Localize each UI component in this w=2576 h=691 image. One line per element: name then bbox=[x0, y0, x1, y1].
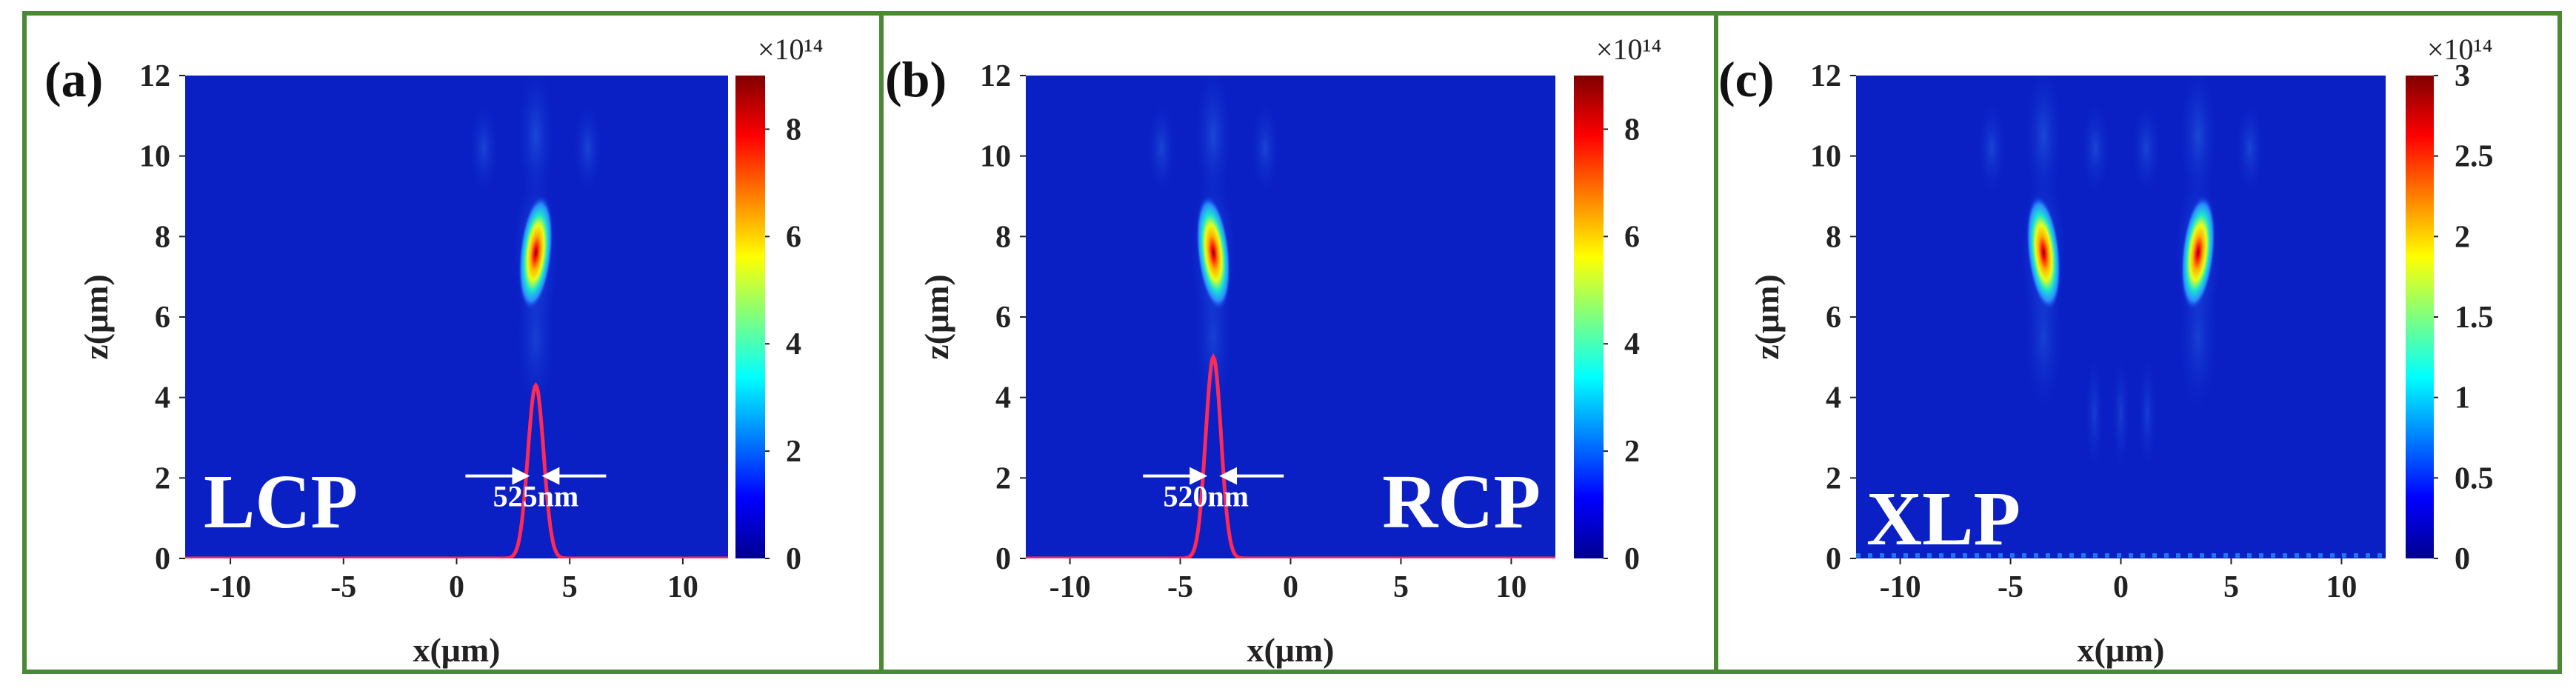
x-tick-label: 10 bbox=[1495, 570, 1526, 604]
panel-letter: (c) bbox=[1718, 51, 1774, 107]
side-lobe bbox=[1975, 96, 2009, 200]
colorbar-tick-label: 4 bbox=[786, 327, 801, 361]
polarization-label: RCP bbox=[1382, 459, 1541, 544]
x-tick-label: 5 bbox=[1393, 570, 1409, 604]
y-tick-label: 2 bbox=[995, 461, 1011, 495]
side-lobe bbox=[2233, 96, 2266, 200]
colorbar-exponent: ×10¹⁴ bbox=[758, 33, 824, 66]
heatmap-background bbox=[1026, 76, 1555, 558]
colorbar-tick-label: 4 bbox=[1624, 327, 1640, 361]
panel-letter: (b) bbox=[885, 51, 947, 107]
x-axis-label: x(μm) bbox=[413, 631, 500, 669]
colorbar-tick-label: 2 bbox=[786, 435, 801, 469]
x-tick-label: -5 bbox=[1167, 570, 1193, 604]
colorbar-exponent: ×10¹⁴ bbox=[2427, 33, 2493, 66]
side-lobe bbox=[467, 96, 501, 200]
y-tick-label: 8 bbox=[995, 220, 1011, 254]
x-axis-label: x(μm) bbox=[2077, 631, 2164, 669]
interference-streak bbox=[2110, 347, 2132, 481]
y-tick-label: 4 bbox=[995, 381, 1011, 415]
x-tick-label: 10 bbox=[2326, 570, 2357, 604]
y-tick-label: 10 bbox=[980, 140, 1011, 174]
polarization-label: LCP bbox=[204, 459, 358, 544]
colorbar-tick-label: 2 bbox=[2455, 220, 2470, 254]
x-tick-label: 0 bbox=[449, 570, 464, 604]
y-tick-label: 8 bbox=[1826, 220, 1841, 254]
y-tick-label: 6 bbox=[1826, 301, 1841, 335]
colorbar-tick-label: 2.5 bbox=[2455, 140, 2494, 174]
y-axis-label: z(μm) bbox=[918, 274, 955, 359]
fwhm-label: 520nm bbox=[1163, 479, 1249, 513]
y-tick-label: 10 bbox=[139, 140, 170, 174]
colorbar-tick-label: 0 bbox=[786, 542, 801, 576]
y-tick-label: 6 bbox=[155, 301, 170, 335]
interference-streak bbox=[2137, 347, 2158, 481]
y-tick-label: 2 bbox=[155, 461, 170, 495]
y-tick-label: 10 bbox=[1810, 140, 1841, 174]
colorbar-tick-label: 8 bbox=[1624, 113, 1640, 147]
side-lobe bbox=[2129, 96, 2163, 200]
x-tick-label: -10 bbox=[1050, 570, 1091, 604]
colorbar bbox=[2406, 76, 2434, 558]
x-tick-label: 10 bbox=[667, 570, 698, 604]
panel-c: XLP (c) -10 -5 0 5 10 0 2 4 6 8 10 12 x(μm) z(μm) 0 0.5 1 1… bbox=[1718, 33, 2494, 669]
y-tick-label: 12 bbox=[980, 59, 1011, 93]
y-axis-label: z(μm) bbox=[1748, 274, 1786, 359]
interference-streak bbox=[2083, 347, 2105, 481]
fwhm-label: 525nm bbox=[493, 479, 579, 513]
x-tick-label: -5 bbox=[330, 570, 356, 604]
colorbar-tick-label: 6 bbox=[786, 220, 801, 254]
colorbar-exponent: ×10¹⁴ bbox=[1596, 33, 1662, 66]
colorbar bbox=[735, 76, 765, 558]
focal-spot bbox=[2026, 195, 2061, 310]
y-tick-label: 12 bbox=[139, 59, 170, 93]
y-tick-label: 4 bbox=[155, 381, 170, 415]
y-axis-label: z(μm) bbox=[77, 274, 115, 359]
side-lobe bbox=[2079, 96, 2112, 200]
focal-spot bbox=[518, 195, 553, 310]
x-tick-label: 5 bbox=[2223, 570, 2239, 604]
panel-a: 525nm LCP (a) -10 -5 0 5 10 0 2 4 6 8 10 12 x(μm) z(μm) 0… bbox=[44, 33, 824, 669]
y-tick-label: 4 bbox=[1826, 381, 1841, 415]
x-tick-label: -10 bbox=[1880, 570, 1921, 604]
side-lobe bbox=[1249, 96, 1282, 200]
focal-spot bbox=[2180, 195, 2216, 310]
colorbar-tick-label: 2 bbox=[1624, 435, 1640, 469]
panel-b: 520nm RCP (b) -10 -5 0 5 10 0 2 4 6 8 10 12 x(μm) z(μm) 0… bbox=[885, 33, 1662, 669]
colorbar-tick-label: 0 bbox=[1624, 542, 1640, 576]
y-tick-label: 0 bbox=[1826, 542, 1841, 576]
x-tick-label: -10 bbox=[210, 570, 251, 604]
colorbar-tick-label: 6 bbox=[1624, 220, 1640, 254]
y-tick-label: 12 bbox=[1810, 59, 1841, 93]
colorbar-tick-label: 1.5 bbox=[2455, 301, 2494, 335]
colorbar-tick-label: 3 bbox=[2455, 59, 2470, 93]
x-tick-label: 0 bbox=[1283, 570, 1298, 604]
y-tick-label: 0 bbox=[995, 542, 1011, 576]
y-tick-label: 6 bbox=[995, 301, 1011, 335]
colorbar-tick-label: 1 bbox=[2455, 381, 2470, 415]
x-tick-label: -5 bbox=[1998, 570, 2023, 604]
colorbar-tick-label: 0.5 bbox=[2455, 461, 2494, 495]
side-lobe bbox=[1145, 96, 1178, 200]
y-tick-label: 8 bbox=[155, 220, 170, 254]
colorbar-tick-label: 8 bbox=[786, 113, 801, 147]
focal-spot bbox=[1195, 195, 1231, 310]
heatmap-background bbox=[185, 76, 728, 558]
x-tick-label: 5 bbox=[562, 570, 578, 604]
panel-letter: (a) bbox=[44, 51, 103, 107]
polarization-label: XLP bbox=[1866, 476, 2021, 561]
colorbar-tick-label: 0 bbox=[2455, 542, 2470, 576]
side-lobe bbox=[571, 96, 604, 200]
x-axis-label: x(μm) bbox=[1247, 631, 1334, 669]
y-tick-label: 2 bbox=[1826, 461, 1841, 495]
colorbar bbox=[1574, 76, 1604, 558]
panel-frame-c bbox=[1714, 11, 2562, 674]
y-tick-label: 0 bbox=[155, 542, 170, 576]
x-tick-label: 0 bbox=[2113, 570, 2129, 604]
